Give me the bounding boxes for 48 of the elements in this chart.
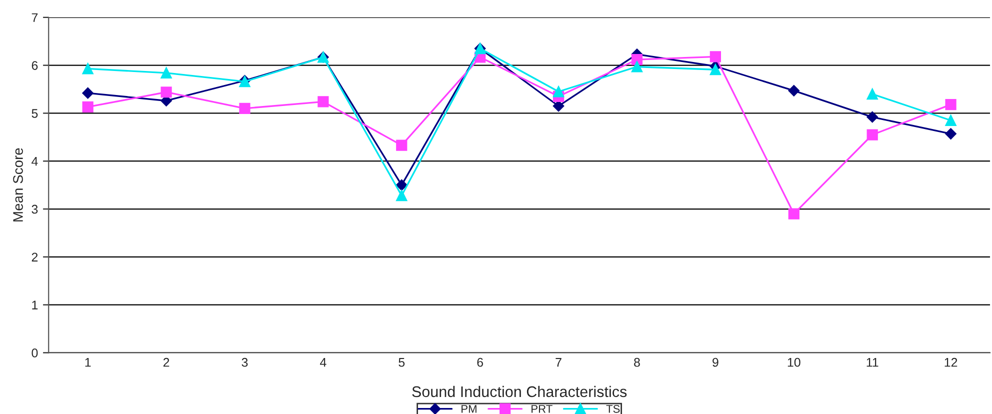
x-tick-label: 10 [788, 358, 800, 367]
point [552, 86, 564, 98]
point [866, 129, 878, 140]
point [945, 99, 956, 110]
y-tick-label: 4 [32, 157, 38, 166]
point [866, 88, 878, 100]
point [945, 128, 956, 140]
legend-label: TS [606, 404, 620, 413]
x-tick-label: 9 [712, 358, 718, 367]
x-tick-label: 11 [866, 358, 878, 367]
y-tick-label: 7 [32, 13, 38, 22]
y-tick-label: 3 [32, 204, 38, 214]
point [160, 86, 172, 98]
y-tick-label: 0 [32, 348, 38, 358]
point [82, 87, 94, 99]
point [239, 102, 250, 114]
x-tick-label: 2 [163, 358, 170, 367]
legend-label: PRT [532, 405, 552, 413]
x-tick-label: 1 [85, 358, 91, 367]
point [631, 61, 643, 72]
x-axis-title: Sound Induction Characteristics [412, 386, 627, 398]
point [866, 111, 878, 123]
point [945, 114, 956, 126]
y-tick-label: 2 [32, 252, 38, 262]
point [396, 179, 408, 191]
y-tick-label: 6 [32, 61, 38, 70]
legend-label: PM [462, 405, 476, 413]
y-axis-title: Mean Score [13, 148, 23, 222]
point [788, 208, 800, 220]
x-tick-label: 4 [320, 358, 326, 367]
point [710, 64, 721, 76]
y-tick-label: 5 [32, 109, 38, 118]
point [160, 67, 172, 79]
point [788, 85, 800, 96]
x-tick-label: 7 [556, 358, 562, 367]
x-tick-label: 12 [944, 358, 958, 367]
point [82, 101, 94, 113]
point [396, 140, 408, 151]
x-tick-label: 8 [634, 358, 640, 367]
x-tick-label: 6 [477, 358, 484, 367]
point [396, 190, 408, 202]
y-tick-label: 1 [32, 300, 38, 310]
point [710, 51, 721, 62]
point [318, 96, 329, 108]
x-tick-label: 5 [398, 358, 405, 367]
point [631, 54, 643, 66]
point [82, 63, 94, 74]
x-tick-label: 3 [242, 358, 248, 367]
